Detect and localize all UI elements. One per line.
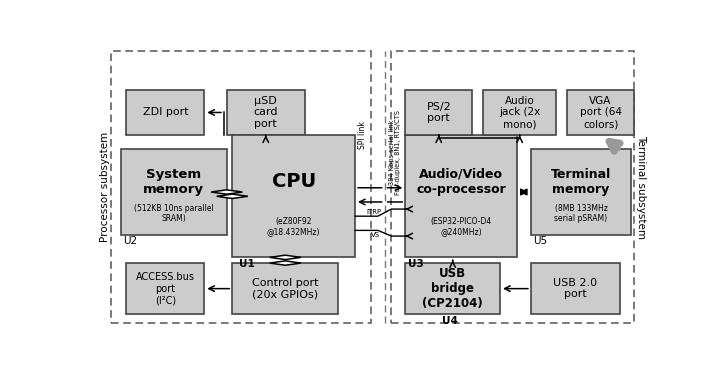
Text: Control port
(20x GPIOs): Control port (20x GPIOs) bbox=[252, 278, 318, 299]
Bar bbox=[531, 263, 620, 314]
Text: Audio
jack (2x
mono): Audio jack (2x mono) bbox=[499, 96, 540, 129]
Bar bbox=[531, 149, 631, 235]
Text: U1: U1 bbox=[239, 259, 255, 269]
Text: U5: U5 bbox=[534, 236, 548, 246]
Text: Terminal
memory: Terminal memory bbox=[551, 168, 611, 196]
Text: U2: U2 bbox=[124, 236, 138, 246]
Text: Terminal subsystem: Terminal subsystem bbox=[636, 135, 646, 239]
Polygon shape bbox=[211, 190, 243, 194]
Text: (512KB 10ns parallel
SRAM): (512KB 10ns parallel SRAM) bbox=[134, 204, 214, 223]
Text: U4: U4 bbox=[441, 315, 457, 325]
Text: (ESP32-PICO-D4
@240MHz): (ESP32-PICO-D4 @240MHz) bbox=[431, 217, 492, 237]
Text: System
memory: System memory bbox=[143, 168, 204, 196]
Bar bbox=[392, 51, 634, 323]
Bar bbox=[405, 135, 517, 258]
Polygon shape bbox=[270, 255, 301, 259]
Text: U3: U3 bbox=[408, 259, 424, 269]
Text: (8MB 133MHz
serial pSRAM): (8MB 133MHz serial pSRAM) bbox=[554, 204, 608, 223]
Text: CPU: CPU bbox=[271, 172, 316, 191]
Bar bbox=[483, 90, 556, 135]
Text: VGA
port (64
colors): VGA port (64 colors) bbox=[580, 96, 621, 129]
Bar bbox=[126, 263, 204, 314]
Bar bbox=[567, 90, 634, 135]
Bar bbox=[405, 90, 472, 135]
Bar bbox=[121, 149, 227, 235]
Text: ZDI port: ZDI port bbox=[143, 107, 188, 117]
Text: USB 2.0
port: USB 2.0 port bbox=[554, 278, 598, 299]
Text: μSD
card
port: μSD card port bbox=[253, 96, 278, 129]
Text: VS: VS bbox=[371, 232, 379, 238]
Polygon shape bbox=[270, 261, 301, 265]
Text: PS/2
port: PS/2 port bbox=[426, 102, 451, 123]
Text: Processor subsystem: Processor subsystem bbox=[99, 132, 109, 242]
Bar bbox=[227, 90, 305, 135]
Bar bbox=[233, 135, 355, 258]
Text: USB
bridge
(CP2104): USB bridge (CP2104) bbox=[423, 267, 483, 310]
Text: ACCESS.bus
port
(I²C): ACCESS.bus port (I²C) bbox=[136, 272, 195, 305]
Text: Full-duplex, 8N1, RTS/CTS: Full-duplex, 8N1, RTS/CTS bbox=[395, 110, 400, 195]
Polygon shape bbox=[217, 194, 248, 199]
Text: ITRP: ITRP bbox=[366, 209, 382, 215]
Bar bbox=[233, 263, 338, 314]
Bar bbox=[126, 90, 204, 135]
Text: Audio/Video
co-processor: Audio/Video co-processor bbox=[416, 168, 506, 196]
Text: (eZ80F92
@18.432MHz): (eZ80F92 @18.432MHz) bbox=[267, 217, 320, 237]
Bar bbox=[405, 263, 500, 314]
Text: SPI link: SPI link bbox=[358, 121, 366, 149]
Bar bbox=[111, 51, 371, 323]
Text: 384 Kbps serial link: 384 Kbps serial link bbox=[389, 120, 395, 185]
